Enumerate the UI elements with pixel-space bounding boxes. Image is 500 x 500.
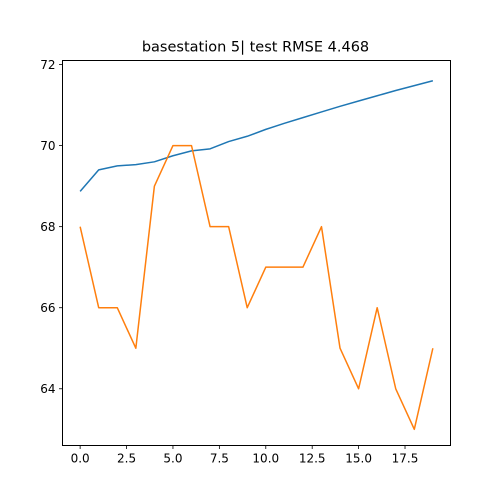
y-axis-ticks: 64 66 68 70 72	[40, 58, 63, 396]
series-layer	[79, 80, 434, 431]
x-tick-label: 5.0	[163, 452, 182, 466]
x-tick-label: 0.0	[71, 452, 90, 466]
y-tick-label: 68	[40, 220, 55, 234]
plot-area-frame	[62, 60, 451, 446]
y-tick-label: 70	[40, 139, 55, 153]
y-tick-label: 64	[40, 382, 55, 396]
x-tick-label: 15.0	[345, 452, 372, 466]
x-tick-label: 17.5	[392, 452, 419, 466]
series-line-2	[79, 144, 434, 431]
x-tick-label: 12.5	[299, 452, 326, 466]
x-tick-label: 2.5	[117, 452, 136, 466]
x-tick-label: 7.5	[210, 452, 229, 466]
y-tick-label: 66	[40, 301, 55, 315]
chart-title: basestation 5| test RMSE 4.468	[142, 40, 369, 56]
x-axis-ticks: 0.0 2.5 5.0 7.5 10.0 12.5 15.0 17.5	[71, 445, 419, 466]
series-line-1	[79, 80, 434, 192]
x-tick-label: 10.0	[252, 452, 279, 466]
y-tick-label: 72	[40, 58, 55, 72]
